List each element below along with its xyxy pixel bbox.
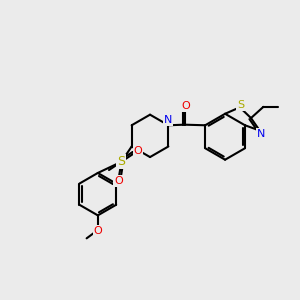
Text: N: N [257, 128, 266, 139]
Text: N: N [164, 115, 172, 125]
Text: O: O [181, 101, 190, 111]
Text: O: O [134, 146, 142, 156]
Text: S: S [237, 100, 244, 110]
Text: O: O [114, 176, 123, 186]
Text: S: S [117, 155, 125, 168]
Text: O: O [93, 226, 102, 236]
